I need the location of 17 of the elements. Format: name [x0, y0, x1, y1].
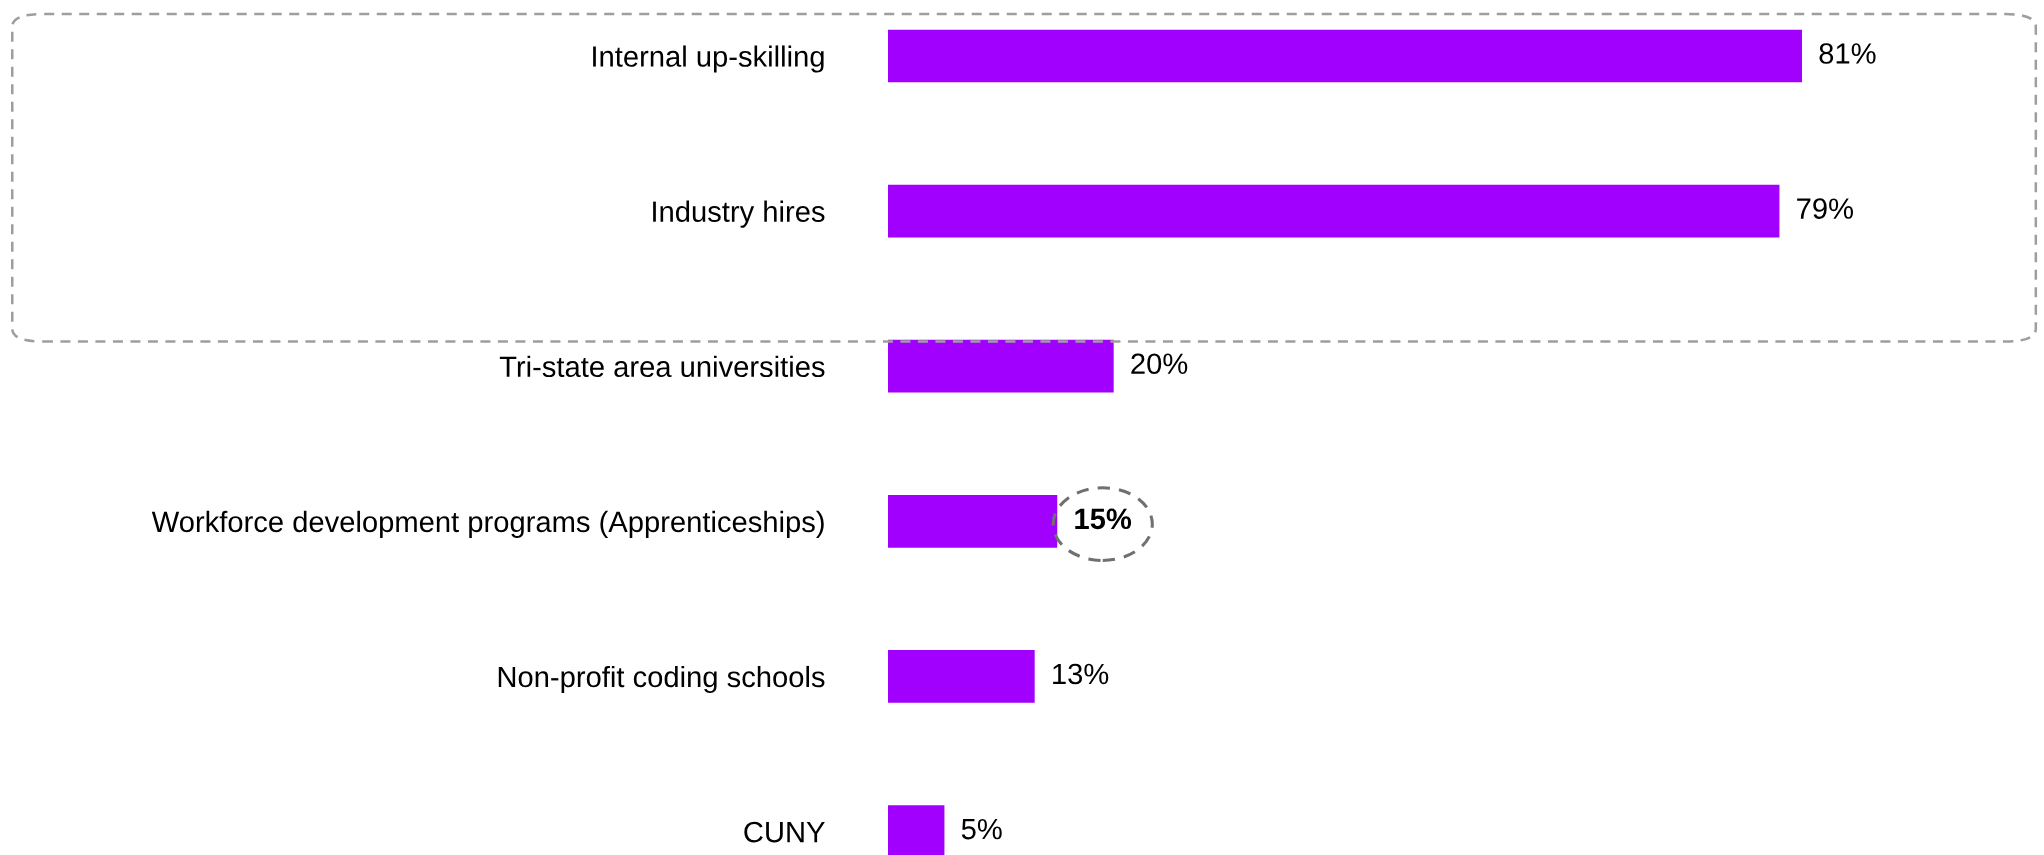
data-label: 79%	[1797, 198, 1853, 219]
y-tick-label: CUNY	[744, 821, 825, 843]
bar	[888, 29, 1802, 83]
data-label: 13%	[1053, 663, 1109, 685]
y-tick-label: Workforce development programs (Apprenticeships)	[151, 510, 824, 538]
bar	[888, 650, 1035, 703]
data-label: 5%	[961, 818, 1002, 840]
y-tick-label: Internal up-skilling	[593, 45, 824, 73]
y-tick-label: Tri-state area universities	[499, 355, 825, 378]
data-label: 81%	[1819, 43, 1876, 64]
y-tick-label: Non-profit coding schools	[498, 665, 825, 694]
data-label: 15%	[1075, 508, 1132, 530]
bar	[888, 494, 1058, 548]
bar	[888, 184, 1780, 238]
bar	[888, 339, 1114, 393]
data-label: 20%	[1131, 353, 1188, 375]
y-tick-label: Industry hires	[653, 200, 825, 228]
